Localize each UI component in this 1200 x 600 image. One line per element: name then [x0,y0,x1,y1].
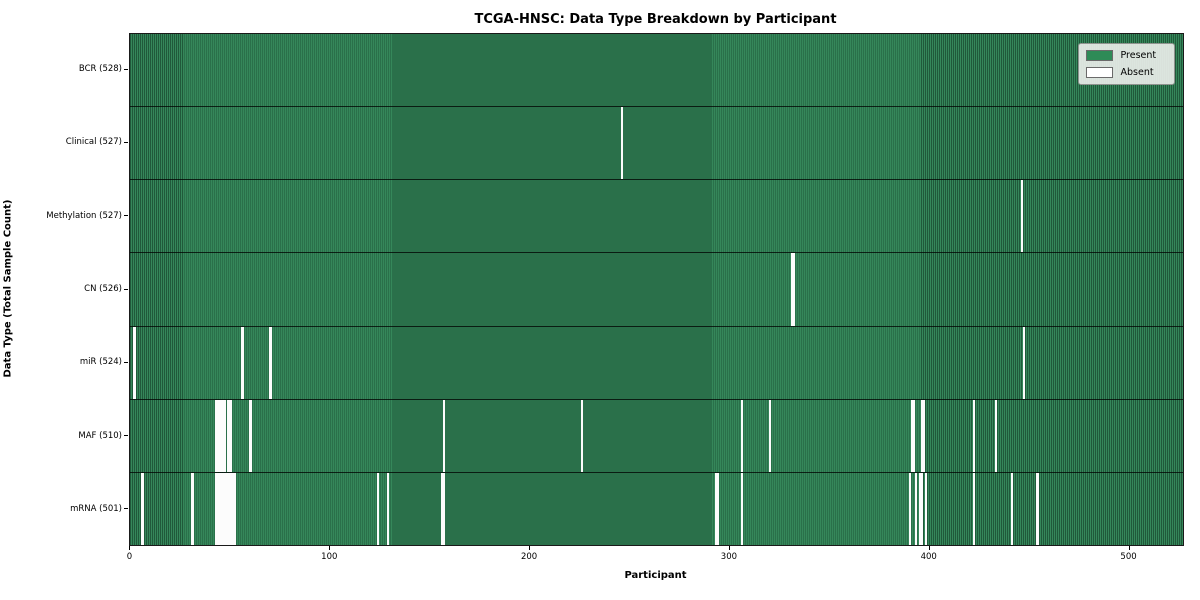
absent-stripe [221,399,224,473]
y-tick-mark [124,68,128,70]
y-tick-mark [124,508,128,510]
absent-stripe [918,473,921,545]
absent-stripe [227,399,230,473]
heatmap-row-Methylation [129,180,1183,254]
legend-label-absent: Absent [1120,66,1154,78]
absent-stripe [231,473,234,545]
absent-stripe [133,326,136,399]
heatmap-plot: Present Absent [128,32,1184,546]
absent-stripe [972,473,975,545]
absent-stripe [229,473,232,545]
absent-stripe [217,399,220,473]
x-tick-label-500: 500 [1120,552,1137,562]
absent-stripe [215,473,218,545]
legend-label-present: Present [1120,49,1157,61]
absent-stripe [920,399,923,473]
y-tick-mark [124,435,128,437]
y-tick-label-miR: miR (524) [79,357,122,368]
x-tick-label-100: 100 [321,552,338,562]
absent-stripe [580,399,584,473]
absent-stripe [920,473,923,545]
y-tick-mark [124,141,128,143]
absent-stripe [908,473,911,545]
absent-stripe [225,473,228,545]
absent-stripe [994,399,997,473]
x-axis-title: Participant [624,570,687,581]
heatmap-row-CN [129,253,1183,327]
absent-stripe [443,473,446,545]
absent-stripe [269,326,272,399]
absent-stripe [1020,180,1023,253]
absent-stripe [233,473,236,545]
absent-stripe [768,399,772,473]
absent-stripe [219,399,222,473]
x-tick-mark [728,546,730,550]
absent-stripe [740,399,744,473]
heatmap-rows-layer [129,33,1183,545]
heatmap-row-BCR [129,33,1183,107]
x-tick-mark [529,546,531,550]
x-tick-mark [1128,546,1130,550]
absent-stripe [377,473,380,545]
absent-stripe [792,253,796,326]
absent-stripe [241,326,244,399]
absent-stripe [914,473,917,545]
absent-stripe [223,473,226,545]
y-tick-label-Clinical: Clinical (527) [65,137,122,148]
heatmap-row-MAF [129,399,1183,474]
absent-stripe [1010,473,1013,545]
absent-stripe [924,473,927,545]
absent-stripe [1022,326,1025,399]
absent-stripe [972,399,975,473]
legend: Present Absent [1077,42,1175,85]
x-tick-label-300: 300 [720,552,738,562]
absent-stripe [716,473,720,545]
absent-stripe [912,399,915,473]
x-tick-label-200: 200 [520,552,538,562]
absent-stripe [441,473,444,545]
y-tick-label-MAF: MAF (510) [78,430,122,441]
heatmap-row-miR [129,326,1183,400]
absent-stripe [223,399,226,473]
absent-stripe [620,106,624,180]
absent-stripe [217,473,220,545]
x-tick-mark [329,546,331,550]
legend-entry-absent: Absent [1085,66,1165,78]
absent-stripe [1036,473,1039,545]
y-tick-mark [124,215,128,217]
absent-stripe [249,399,252,473]
y-tick-mark [124,361,128,363]
x-tick-label-0: 0 [126,552,133,562]
absent-stripe [790,253,794,326]
y-tick-label-BCR: BCR (528) [78,64,122,75]
absent-stripe [443,399,446,473]
absent-stripe [227,473,230,545]
x-tick-mark [129,546,131,550]
legend-entry-present: Present [1085,49,1165,61]
absent-stripe [215,399,218,473]
absent-stripe [221,473,224,545]
y-tick-mark [124,288,128,290]
absent-stripe [141,473,144,545]
absent-stripe [219,473,222,545]
legend-swatch-present [1085,49,1113,61]
x-tick-mark [928,546,930,550]
x-tick-label-400: 400 [920,552,937,562]
heatmap-row-Clinical [129,106,1183,181]
absent-stripe [191,473,194,545]
absent-stripe [387,473,390,545]
legend-swatch-absent [1085,66,1113,78]
absent-stripe [229,399,232,473]
y-tick-label-Methylation: Methylation (527) [46,210,122,221]
chart-title: TCGA-HNSC: Data Type Breakdown by Partic… [474,12,837,27]
absent-stripe [922,399,925,473]
absent-stripe [714,473,718,545]
heatmap-row-mRNA [129,473,1183,545]
absent-stripe [910,399,913,473]
y-tick-label-mRNA: mRNA (501) [70,503,122,514]
y-tick-label-CN: CN (526) [84,284,122,294]
absent-stripe [740,473,744,545]
